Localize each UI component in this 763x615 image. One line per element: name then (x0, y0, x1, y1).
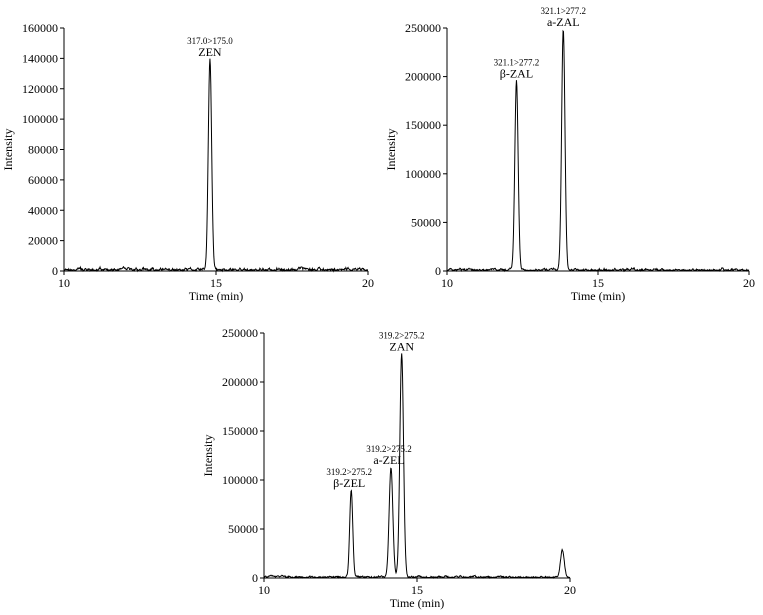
peak-transition-label: 317.0>175.0 (187, 36, 233, 46)
signal-trace (63, 58, 369, 273)
y-tick-label: 80000 (28, 143, 58, 157)
y-tick-label: 20000 (28, 234, 58, 248)
y-tick-label: 250000 (405, 21, 441, 35)
peak-transition-label: 321.1>277.2 (540, 6, 586, 16)
y-tick-label: 100000 (222, 473, 258, 487)
y-tick-label: 250000 (222, 326, 258, 340)
x-tick-label: 10 (58, 276, 70, 290)
chart-3: 0 50000 100000 150000 200000 250000 10 15 20 Time… (201, 326, 576, 610)
peak-transition-label: 319.2>275.2 (326, 467, 372, 477)
y-tick-label: 150000 (405, 118, 441, 132)
signal-trace (263, 353, 571, 580)
x-tick-label: 15 (411, 583, 423, 597)
peak-compound-label: a-ZAL (547, 15, 580, 29)
peak-compound-label: a-ZEL (373, 453, 404, 467)
x-tick-label: 20 (743, 276, 755, 290)
y-tick-label: 60000 (28, 173, 58, 187)
y-tick-label: 0 (435, 264, 441, 278)
chart-2: 0 50000 100000 150000 200000 250000 10 15 20 Time… (384, 6, 755, 303)
y-tick-label: 40000 (28, 203, 58, 217)
peak-compound-label: ZAN (389, 340, 414, 354)
peak-compound-label: β-ZAL (500, 66, 533, 80)
y-tick-label: 50000 (411, 215, 441, 229)
chart-1: 0 20000 40000 60000 80000 100000 120000 140000 1… (1, 21, 374, 303)
y-tick-label: 200000 (405, 70, 441, 84)
y-tick-label: 140000 (22, 51, 58, 65)
signal-trace (446, 29, 750, 273)
x-tick-label: 15 (592, 276, 604, 290)
y-tick-label: 150000 (222, 424, 258, 438)
y-axis-title: Intensity (201, 435, 215, 477)
y-tick-label: 50000 (228, 522, 258, 536)
y-tick-label: 0 (52, 264, 58, 278)
peak-compound-label: β-ZEL (333, 476, 365, 490)
peak-transition-label: 321.1>277.2 (494, 57, 540, 67)
y-tick-label: 160000 (22, 21, 58, 35)
x-tick-label: 20 (362, 276, 374, 290)
x-tick-label: 20 (564, 583, 576, 597)
x-axis-title: Time (min) (390, 596, 445, 610)
y-tick-label: 100000 (405, 167, 441, 181)
y-tick-label: 0 (252, 571, 258, 585)
y-tick-label: 100000 (22, 112, 58, 126)
peak-transition-label: 319.2>275.2 (366, 444, 412, 454)
y-tick-label: 200000 (222, 375, 258, 389)
x-tick-label: 10 (258, 583, 270, 597)
y-tick-label: 120000 (22, 82, 58, 96)
peak-compound-label: ZEN (198, 45, 222, 59)
y-axis-title: Intensity (384, 129, 398, 171)
x-axis-title: Time (min) (571, 289, 626, 303)
x-axis-title: Time (min) (189, 289, 244, 303)
y-axis-title: Intensity (1, 129, 15, 171)
peak-transition-label: 319.2>275.2 (379, 331, 425, 341)
x-tick-label: 15 (210, 276, 222, 290)
x-tick-label: 10 (441, 276, 453, 290)
